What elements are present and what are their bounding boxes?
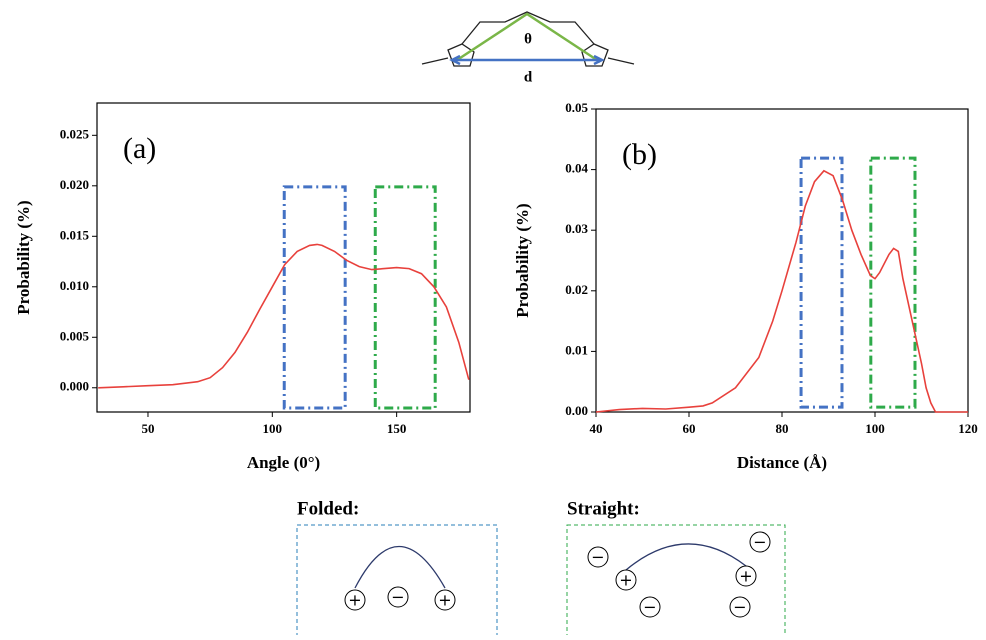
distance-label: d: [524, 69, 533, 85]
folded-chain: [354, 546, 446, 589]
charge: −: [391, 588, 404, 607]
x-axis-label: Distance (Å): [737, 453, 827, 472]
y-tick-label: 0.01: [565, 342, 588, 357]
state-title: Straight:: [567, 498, 640, 519]
straight-chain: [625, 543, 747, 571]
y-tick-label: 0.05: [565, 100, 588, 115]
y-tick-label: 0.02: [565, 282, 588, 297]
y-tick-label: 0.04: [565, 161, 588, 176]
region-box: [869, 156, 917, 409]
y-tick-label: 0.010: [60, 278, 89, 293]
angle-lines: [453, 12, 601, 64]
x-tick-label: 150: [387, 421, 407, 436]
arrow-heads: [449, 54, 605, 66]
y-tick-label: 0.005: [60, 328, 90, 343]
angle-label: θ: [524, 31, 532, 47]
x-tick-label: 100: [865, 421, 885, 436]
charge-circle: [615, 569, 637, 591]
x-tick-label: 60: [683, 421, 696, 436]
panel-label: (b): [622, 138, 657, 171]
y-axis-label: Probability (%): [14, 200, 33, 314]
y-tick-label: 0.00: [565, 403, 588, 418]
charge-circle: [434, 589, 456, 611]
x-tick-label: 80: [776, 421, 789, 436]
charge-circle: [344, 589, 366, 611]
data-line: [595, 169, 968, 413]
charge: +: [348, 591, 361, 610]
charge-circle: [639, 596, 661, 618]
ring-left: [447, 43, 475, 67]
x-tick-label: 40: [590, 421, 603, 436]
y-tick-label: 0.000: [60, 379, 89, 394]
x-axis-label: Angle (0°): [247, 453, 320, 472]
charge-circle: [749, 531, 771, 553]
charge: −: [733, 598, 746, 617]
straight-box: [566, 524, 786, 640]
region-box: [282, 185, 347, 410]
charge: +: [438, 591, 451, 610]
charge: −: [753, 533, 766, 552]
charge-circle: [729, 596, 751, 618]
ring-right: [581, 43, 609, 67]
region-box: [799, 156, 844, 409]
molecule: [421, 11, 635, 67]
state-title: Folded:: [297, 498, 359, 519]
plot-frame: [96, 102, 471, 413]
x-tick-label: 50: [141, 421, 154, 436]
charge-circle: [387, 586, 409, 608]
folded-box: [296, 524, 498, 640]
y-tick-label: 0.03: [565, 221, 588, 236]
charge-circle: [587, 546, 609, 568]
data-line: [98, 243, 470, 389]
x-tick-label: 100: [263, 421, 283, 436]
y-axis-label: Probability (%): [513, 203, 532, 317]
charge-circle: [735, 565, 757, 587]
charge: +: [739, 567, 752, 586]
charge: +: [619, 571, 632, 590]
y-tick-label: 0.020: [60, 177, 89, 192]
chain: [421, 11, 635, 65]
panel-label: (a): [123, 132, 156, 165]
x-tick-label: 120: [958, 421, 978, 436]
charge: −: [591, 548, 604, 567]
y-tick-label: 0.015: [60, 227, 90, 242]
charge: −: [643, 598, 656, 617]
y-tick-label: 0.025: [60, 126, 90, 141]
region-box: [373, 185, 437, 410]
